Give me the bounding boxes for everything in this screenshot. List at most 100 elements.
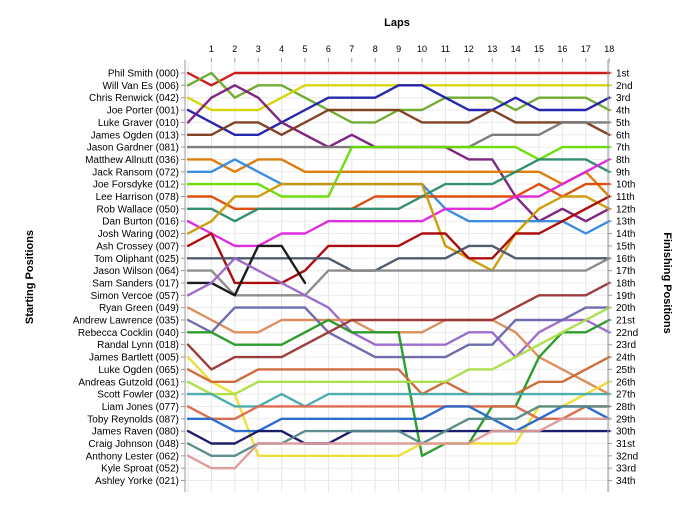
starting-grid-labels: Phil Smith (000)Will Van Es (006)Chris R…: [73, 69, 185, 487]
series-line: [186, 306, 611, 396]
starting-grid-label: Lee Harrison (078): [96, 192, 179, 203]
lap-tick-label: 14: [511, 44, 521, 54]
starting-grid-label: Rebecca Cocklin (040): [78, 328, 179, 339]
starting-grid-label: Craig Johnson (048): [88, 439, 179, 450]
finishing-position-label: 31st: [616, 439, 635, 450]
finishing-position-label: 25th: [616, 365, 635, 376]
starting-grid-label: Liam Jones (077): [102, 402, 179, 413]
series-line: [186, 158, 611, 198]
series-line: [186, 281, 611, 371]
lap-tick-label: 12: [464, 44, 474, 54]
starting-grid-label: Luke Ogden (065): [98, 365, 179, 376]
starting-grid-label: Joe Forsdyke (012): [93, 180, 179, 191]
starting-grid-label: Chris Renwick (042): [89, 93, 179, 104]
lap-tick-label: 10: [417, 44, 427, 54]
lap-tick-label: 5: [302, 44, 307, 54]
finishing-position-label: 9th: [616, 167, 630, 178]
lap-tick-label: 13: [487, 44, 497, 54]
finishing-position-label: 27th: [616, 390, 635, 401]
starting-grid-label: Rob Wallace (050): [97, 204, 179, 215]
finishing-position-label: 7th: [616, 143, 630, 154]
position-series: [186, 71, 611, 470]
starting-grid-label: Jason Wilson (064): [93, 266, 179, 277]
finishing-position-label: 18th: [616, 278, 635, 289]
finishing-position-label: 16th: [616, 254, 635, 265]
finishing-position-label: 3rd: [616, 93, 630, 104]
finishing-position-label: 4th: [616, 106, 630, 117]
lap-tick-label: 3: [256, 44, 261, 54]
finishing-position-label: 6th: [616, 130, 630, 141]
starting-grid-label: Jason Gardner (081): [87, 143, 179, 154]
starting-grid-label: Luke Graver (010): [98, 118, 179, 129]
starting-grid-label: Josh Waring (002): [98, 229, 179, 240]
finishing-position-label: 29th: [616, 414, 635, 425]
lap-tick-label: 4: [279, 44, 284, 54]
starting-grid-label: Ash Crossey (007): [96, 241, 179, 252]
finishing-position-label: 15th: [616, 241, 635, 252]
starting-grid-label: Joe Porter (001): [107, 106, 179, 117]
lap-tick-label: 1: [209, 44, 214, 54]
finishing-position-label: 12th: [616, 204, 635, 215]
starting-grid-label: Sam Sanders (017): [92, 278, 179, 289]
chart-title: Laps: [384, 17, 410, 29]
finishing-position-label: 14th: [616, 229, 635, 240]
starting-grid-label: James Ogden (013): [91, 130, 179, 141]
starting-grid-label: Anthony Lester (062): [86, 451, 179, 462]
series-line: [186, 318, 611, 457]
series-line: [186, 417, 611, 470]
starting-grid-label: Jack Ransom (072): [92, 167, 179, 178]
series-line: [186, 257, 611, 359]
series-line: [186, 108, 611, 137]
series-line: [186, 158, 611, 223]
starting-grid-label: Scott Fowler (032): [97, 390, 179, 401]
starting-positions-axis-label: Starting Positions: [24, 230, 36, 324]
finishing-position-label: 28th: [616, 402, 635, 413]
series-line: [186, 355, 611, 396]
starting-grid-label: Matthew Allnutt (036): [85, 155, 179, 166]
series-line: [186, 306, 611, 359]
finishing-position-label: 22nd: [616, 328, 638, 339]
starting-grid-label: Toby Reynolds (087): [87, 414, 179, 425]
lap-tick-label: 11: [441, 44, 450, 54]
series-line: [186, 257, 611, 297]
finishing-position-label: 1st: [616, 69, 630, 80]
lap-tick-label: 15: [534, 44, 544, 54]
finishing-position-label: 26th: [616, 377, 635, 388]
starting-grid-label: Randal Lynn (018): [97, 340, 179, 351]
starting-grid-label: Andreas Gutzold (061): [78, 377, 179, 388]
finishing-position-label: 32nd: [616, 451, 638, 462]
starting-grid-label: Tom Oliphant (025): [94, 254, 179, 265]
lap-tick-label: 2: [232, 44, 237, 54]
finishing-position-label: 21st: [616, 316, 635, 327]
lap-tick-label: 17: [581, 44, 591, 54]
series-line: [186, 244, 307, 297]
finishing-position-label: 33rd: [616, 464, 636, 475]
starting-grid-label: Will Van Es (006): [102, 81, 179, 92]
starting-grid-label: Kyle Sproat (052): [101, 464, 179, 475]
starting-grid-label: Andrew Lawrence (035): [73, 316, 179, 327]
starting-grid-label: Simon Vercoe (057): [91, 291, 179, 302]
finishing-position-label: 13th: [616, 217, 635, 228]
finishing-position-label: 34th: [616, 476, 635, 487]
series-line: [186, 71, 611, 87]
starting-grid-label: Ryan Green (049): [99, 303, 179, 314]
series-line: [186, 195, 611, 285]
lap-tick-label: 18: [604, 44, 614, 54]
finishing-position-label: 23rd: [616, 340, 636, 351]
lap-tick-label: 16: [557, 44, 567, 54]
lap-tick-labels: 1 2 3 4 5 6 7 8 9 10 11 12 13 14 15 16 17 18: [209, 44, 614, 62]
starting-grid-label: Ashley Yorke (021): [95, 476, 179, 487]
finishing-position-label: 10th: [616, 180, 635, 191]
lap-tick-label: 7: [349, 44, 354, 54]
series-line: [186, 84, 611, 137]
starting-grid-label: Phil Smith (000): [108, 69, 179, 80]
lap-tick-label: 6: [326, 44, 331, 54]
lap-tick-label: 9: [396, 44, 401, 54]
series-line: [186, 182, 611, 272]
finishing-position-label: 5th: [616, 118, 630, 129]
starting-grid-label: Dan Burton (016): [102, 217, 179, 228]
finishing-positions-axis-label: Finishing Positions: [661, 232, 673, 333]
starting-grid-label: James Bartlett (005): [89, 353, 179, 364]
finishing-position-label: 19th: [616, 291, 635, 302]
